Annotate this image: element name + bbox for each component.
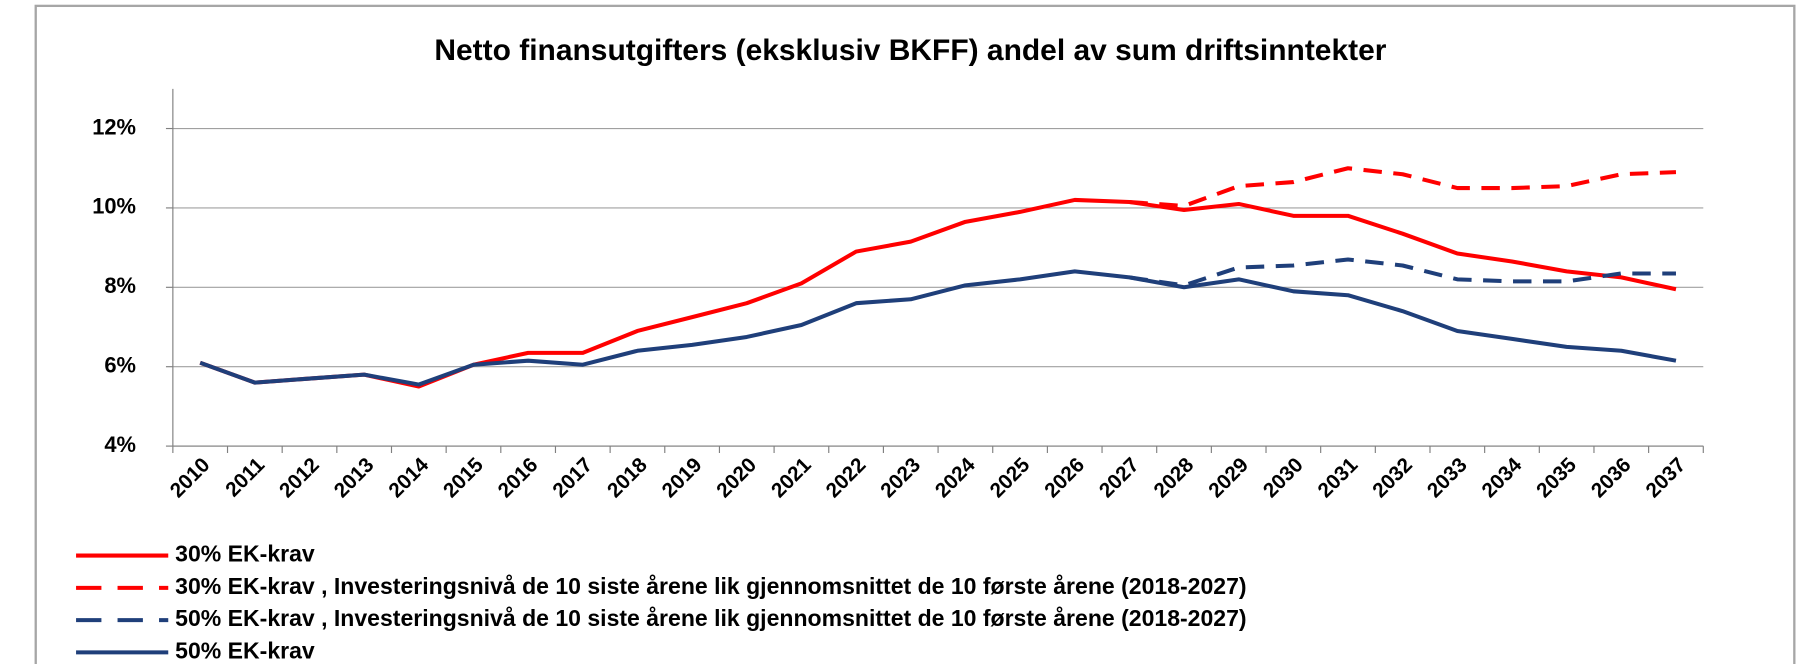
y-tick-label: 12% (92, 114, 136, 139)
legend-label: 30% EK-krav (175, 541, 315, 567)
chart-title: Netto finansutgifters (eksklusiv BKFF) a… (434, 34, 1386, 67)
legend-label: 50% EK-krav , Investeringsnivå de 10 sis… (175, 605, 1246, 631)
y-tick-label: 6% (104, 352, 136, 377)
legend-label: 30% EK-krav , Investeringsnivå de 10 sis… (175, 573, 1246, 599)
chart-frame (34, 4, 1796, 664)
series-line (1129, 257, 1676, 288)
y-tick-label: 10% (92, 194, 136, 219)
legend-label: 50% EK-krav (175, 637, 315, 663)
series-line (1129, 166, 1677, 208)
y-tick-label: 8% (104, 273, 136, 298)
series-line (199, 269, 1677, 387)
y-tick-label: 4% (104, 432, 136, 457)
